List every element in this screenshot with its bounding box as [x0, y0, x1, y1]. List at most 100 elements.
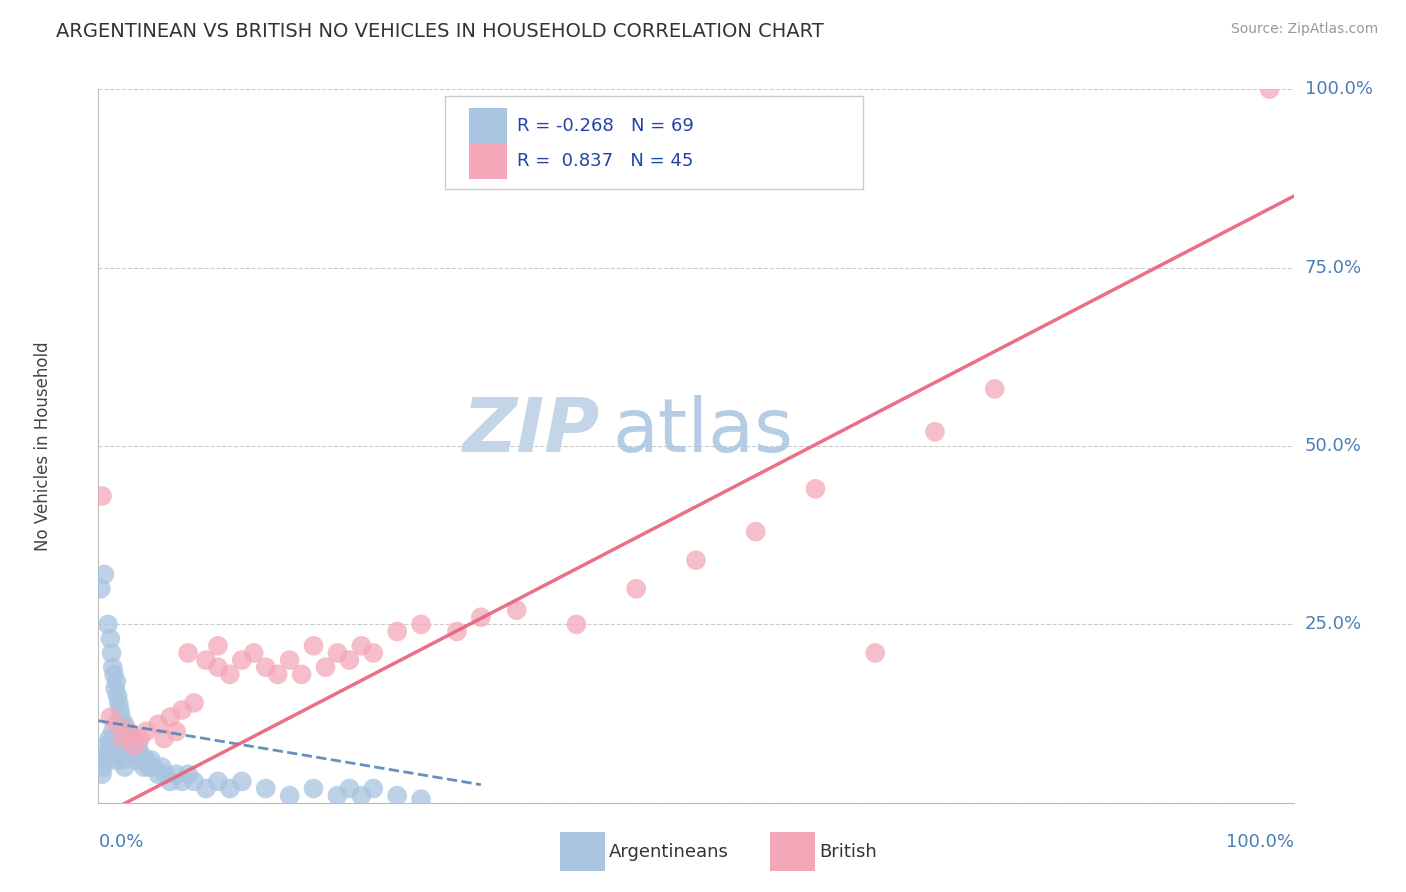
Point — [326, 789, 349, 803]
Point — [1258, 82, 1281, 96]
Point — [105, 717, 128, 731]
Point — [101, 660, 124, 674]
Text: atlas: atlas — [612, 395, 793, 468]
Point — [111, 717, 134, 731]
Point — [124, 746, 146, 760]
Point — [91, 489, 114, 503]
Point — [863, 646, 886, 660]
Point — [111, 753, 134, 767]
Point — [142, 760, 165, 774]
Point — [107, 739, 129, 753]
Point — [470, 610, 492, 624]
Point — [219, 781, 242, 796]
Point — [124, 739, 146, 753]
Text: 0.0%: 0.0% — [98, 833, 143, 851]
Point — [94, 739, 117, 753]
Point — [278, 789, 301, 803]
Point — [117, 731, 139, 746]
Point — [105, 674, 128, 689]
Point — [177, 767, 200, 781]
Text: 100.0%: 100.0% — [1226, 833, 1294, 851]
Point — [115, 724, 138, 739]
Point — [114, 760, 136, 774]
Point — [148, 717, 170, 731]
Point — [207, 660, 229, 674]
Text: 50.0%: 50.0% — [1305, 437, 1361, 455]
Point — [153, 731, 176, 746]
Point — [111, 731, 134, 746]
Point — [924, 425, 946, 439]
Point — [131, 753, 153, 767]
Point — [103, 667, 125, 681]
Point — [155, 767, 177, 781]
Point — [446, 624, 468, 639]
Point — [110, 710, 132, 724]
Point — [121, 739, 143, 753]
Point — [135, 753, 157, 767]
Point — [100, 646, 122, 660]
Point — [159, 710, 181, 724]
Text: R = -0.268   N = 69: R = -0.268 N = 69 — [517, 118, 693, 136]
Point — [150, 760, 173, 774]
Point — [120, 731, 142, 746]
Point — [98, 731, 121, 746]
Point — [118, 739, 141, 753]
Point — [183, 774, 205, 789]
Text: 75.0%: 75.0% — [1305, 259, 1362, 277]
Text: Argentineans: Argentineans — [609, 843, 728, 861]
Point — [685, 553, 707, 567]
Point — [101, 724, 124, 739]
Point — [159, 774, 181, 789]
Point — [112, 724, 135, 739]
Point — [138, 760, 160, 774]
Point — [91, 767, 114, 781]
Point — [165, 767, 187, 781]
FancyBboxPatch shape — [470, 108, 508, 145]
Point — [565, 617, 588, 632]
Point — [267, 667, 290, 681]
Point — [231, 774, 253, 789]
Point — [115, 731, 138, 746]
Point — [135, 724, 157, 739]
Point — [243, 646, 266, 660]
Text: British: British — [820, 843, 877, 861]
Point — [363, 781, 385, 796]
Point — [326, 646, 349, 660]
Text: ZIP: ZIP — [463, 395, 600, 468]
Point — [132, 760, 155, 774]
Point — [139, 753, 162, 767]
Text: ARGENTINEAN VS BRITISH NO VEHICLES IN HOUSEHOLD CORRELATION CHART: ARGENTINEAN VS BRITISH NO VEHICLES IN HO… — [56, 22, 824, 41]
Point — [90, 582, 112, 596]
Point — [98, 632, 122, 646]
Point — [983, 382, 1005, 396]
Point — [194, 781, 217, 796]
Point — [207, 639, 229, 653]
Point — [337, 781, 360, 796]
Point — [114, 717, 136, 731]
Text: No Vehicles in Household: No Vehicles in Household — [34, 341, 52, 551]
Text: Source: ZipAtlas.com: Source: ZipAtlas.com — [1230, 22, 1378, 37]
Point — [337, 653, 360, 667]
Point — [302, 781, 325, 796]
Point — [129, 746, 152, 760]
Point — [107, 689, 129, 703]
Point — [172, 703, 194, 717]
Point — [219, 667, 242, 681]
Point — [117, 724, 139, 739]
Point — [183, 696, 205, 710]
Text: 100.0%: 100.0% — [1305, 80, 1372, 98]
Point — [98, 710, 122, 724]
Point — [411, 792, 433, 806]
Text: 25.0%: 25.0% — [1305, 615, 1362, 633]
Point — [411, 617, 433, 632]
Point — [105, 753, 128, 767]
Point — [125, 753, 148, 767]
Point — [278, 653, 301, 667]
Point — [315, 660, 337, 674]
Point — [127, 739, 149, 753]
Point — [231, 653, 253, 667]
Point — [804, 482, 827, 496]
Point — [254, 781, 277, 796]
Point — [103, 746, 125, 760]
Point — [124, 739, 146, 753]
